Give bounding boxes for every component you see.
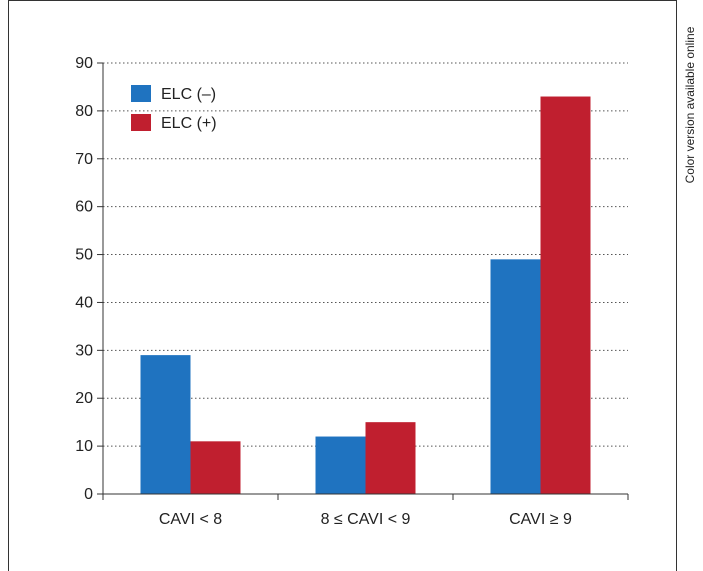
- x-tick-label: CAVI ≥ 9: [509, 511, 572, 528]
- y-tick-label: 50: [75, 247, 93, 264]
- bar: [540, 96, 591, 495]
- color-version-note: Color version available online: [683, 26, 697, 184]
- y-tick-label: 10: [75, 438, 93, 455]
- chart-border: [8, 0, 677, 571]
- legend-swatch: [131, 85, 151, 102]
- x-tick-label: 8 ≤ CAVI < 9: [321, 511, 411, 528]
- y-tick-label: 80: [75, 103, 93, 120]
- legend-label: ELC (+): [161, 115, 217, 132]
- y-tick-label: 30: [75, 342, 93, 359]
- legend-swatch: [131, 114, 151, 131]
- x-tick-label: CAVI < 8: [159, 511, 222, 528]
- bar: [315, 436, 366, 494]
- chart-figure: 0 10 20 30 40 50 60 70 80 90 CAVI < 8 8 ≤ CAVI < 9 C…: [8, 0, 677, 571]
- y-tick-label: 90: [75, 55, 93, 72]
- axes: 0 10 20 30 40 50 60 70 80 90 CAVI < 8 8 ≤ CAVI < 9 C…: [75, 55, 629, 528]
- legend-label: ELC (–): [161, 86, 216, 103]
- y-tick-label: 20: [75, 390, 93, 407]
- bar-chart: 0 10 20 30 40 50 60 70 80 90 CAVI < 8 8 ≤ CAVI < 9 C…: [8, 0, 677, 571]
- bars: [140, 96, 591, 495]
- legend: ELC (–) ELC (+): [131, 85, 217, 132]
- y-tick-label: 60: [75, 199, 93, 216]
- bar: [190, 441, 241, 494]
- y-tick-label: 40: [75, 294, 93, 311]
- bar: [490, 259, 541, 494]
- bar: [140, 355, 191, 494]
- y-tick-label: 70: [75, 151, 93, 168]
- y-tick-label: 0: [84, 486, 93, 503]
- bar: [365, 422, 416, 494]
